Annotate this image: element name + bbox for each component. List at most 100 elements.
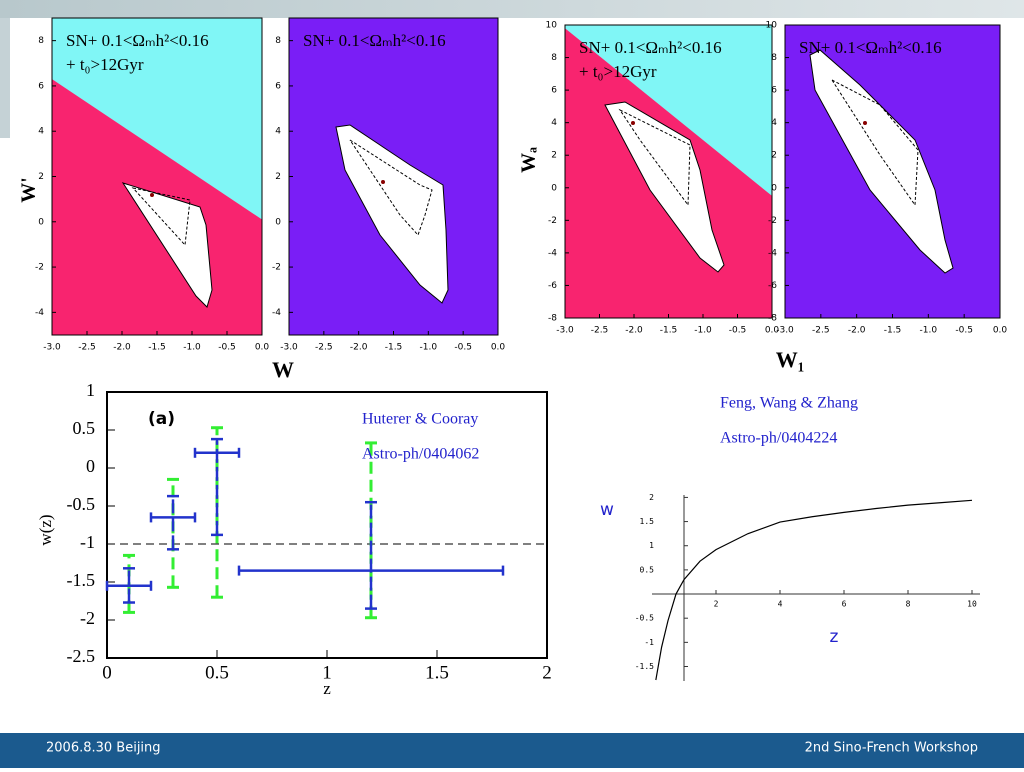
y-tick-label: 8 (38, 36, 44, 46)
x-tick-label: -1.5 (884, 326, 902, 336)
top-band (0, 0, 1024, 18)
best-fit (631, 121, 635, 125)
x-tick-label: -2.0 (113, 343, 131, 353)
x-tick-label: -1.0 (694, 326, 712, 336)
y-axis-label: W' (18, 177, 40, 203)
footer-right: 2nd Sino-French Workshop (805, 741, 978, 756)
y-tick-label: 0.5 (640, 565, 655, 574)
y-tick-label: 4 (771, 118, 777, 128)
y-tick-label: 0 (771, 183, 777, 193)
y-tick-label: 0.5 (73, 418, 96, 438)
x-tick-label: -2.5 (812, 326, 830, 336)
citation: Huterer & Cooray (362, 411, 478, 428)
x-axis-label: W (272, 357, 294, 382)
y-tick-label: 8 (551, 53, 557, 63)
excluded-region (52, 18, 262, 220)
y-tick-label: -1.5 (67, 570, 96, 590)
x-tick-label: 0 (102, 662, 112, 683)
x-axis-label: z (830, 627, 839, 647)
y-tick-label: -1.5 (635, 662, 654, 671)
contour-inner (618, 108, 691, 207)
y-tick-label: 8 (275, 36, 281, 46)
panel-label: SN+ 0.1<Ωₘh²<0.16 (799, 38, 942, 57)
x-axis-label: z (323, 679, 331, 698)
x-tick-label: 0.0 (255, 343, 270, 353)
contour-inner (349, 139, 433, 236)
y-tick-label: -4 (35, 308, 44, 318)
x-tick-label: 8 (906, 600, 911, 609)
contour-inner (830, 78, 919, 207)
citation: Astro-ph/0404062 (362, 446, 479, 463)
x-tick-label: -1.5 (148, 343, 166, 353)
footer-bar (0, 733, 1024, 768)
x-tick-label: 6 (842, 600, 847, 609)
x-tick-label: -0.5 (218, 343, 236, 353)
y-tick-label: -2 (272, 263, 281, 273)
y-tick-label: -8 (768, 314, 777, 324)
y-tick-label: -4 (548, 248, 557, 258)
y-tick-label: 2 (275, 172, 281, 182)
y-tick-label: -4 (768, 248, 777, 258)
y-tick-label: 10 (766, 21, 778, 31)
x-tick-label: -2.0 (625, 326, 643, 336)
y-tick-label: -1 (644, 638, 654, 647)
y-tick-label: 2 (649, 493, 654, 502)
x-tick-label: 0.0 (765, 326, 780, 336)
x-tick-label: 4 (778, 600, 783, 609)
x-tick-label: -3.0 (280, 343, 298, 353)
x-tick-label: -3.0 (556, 326, 574, 336)
y-axis-label: Wₐ (518, 147, 540, 173)
y-tick-label: -6 (768, 281, 777, 291)
y-tick-label: -8 (548, 314, 557, 324)
panel-label: + t₀>12Gyr (579, 62, 657, 81)
x-tick-label: -1.5 (385, 343, 403, 353)
y-tick-label: -0.5 (67, 494, 96, 514)
x-tick-label: 2 (542, 662, 552, 683)
x-tick-label: 0.0 (993, 326, 1008, 336)
y-tick-label: 8 (771, 53, 777, 63)
contour (604, 101, 725, 273)
y-tick-label: 2 (771, 151, 777, 161)
panel-label: SN+ 0.1<Ωₘh²<0.16 (579, 38, 722, 57)
y-tick-label: 4 (275, 127, 281, 137)
best-fit (150, 193, 154, 197)
y-tick-label: 1 (86, 380, 95, 400)
y-tick-label: 6 (38, 81, 44, 91)
x-tick-label: -1.0 (420, 343, 438, 353)
y-tick-label: 2 (38, 172, 44, 182)
panel-label: SN+ 0.1<Ωₘh²<0.16 (66, 31, 209, 50)
panel-label: SN+ 0.1<Ωₘh²<0.16 (303, 31, 446, 50)
x-axis-label: W₁ (776, 347, 805, 372)
y-tick-label: 6 (275, 81, 281, 91)
x-tick-label: 1.5 (425, 662, 449, 683)
x-tick-label: -1.0 (183, 343, 201, 353)
x-tick-label: 0.0 (491, 343, 506, 353)
contours (121, 49, 954, 308)
x-tick-label: -2.0 (848, 326, 866, 336)
y-tick-label: -2 (768, 216, 777, 226)
y-tick-label: 1 (649, 541, 654, 550)
y-tick-label: -2 (80, 608, 95, 628)
y-tick-label: 0 (275, 217, 281, 227)
y-tick-label: -2 (35, 263, 44, 273)
y-tick-label: -0.5 (635, 614, 654, 623)
y-tick-label: -6 (548, 281, 557, 291)
citation: Astro-ph/0404224 (720, 430, 837, 447)
y-tick-label: 4 (551, 118, 557, 128)
chart-title: (a) (148, 409, 175, 429)
y-tick-label: -2.5 (67, 646, 96, 666)
y-axis-label: w(z) (36, 514, 55, 545)
y-axis-label: w (600, 500, 614, 520)
x-tick-label: -1.0 (920, 326, 938, 336)
x-tick-label: -2.5 (78, 343, 96, 353)
panel-label: + t₀>12Gyr (66, 55, 144, 74)
y-tick-label: -4 (272, 308, 281, 318)
footer-left: 2006.8.30 Beijing (46, 741, 161, 756)
y-tick-label: -2 (548, 216, 557, 226)
x-tick-label: 1 (322, 662, 332, 683)
contour (809, 49, 954, 274)
y-tick-label: 0 (38, 217, 44, 227)
y-tick-label: 6 (551, 86, 557, 96)
x-tick-label: -3.0 (43, 343, 61, 353)
